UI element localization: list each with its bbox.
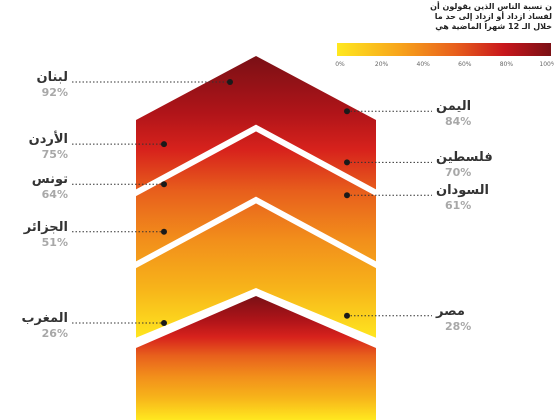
country-value: 26% [41, 327, 68, 340]
chevron-tail [136, 296, 376, 420]
data-point-marker [344, 192, 350, 199]
data-point-marker [161, 228, 167, 235]
country-name: الجزائر [23, 219, 68, 235]
data-point-marker [161, 181, 167, 188]
country-value: 84% [445, 115, 472, 129]
legend-tick-label: 60% [458, 61, 472, 68]
legend-tick-label: 20% [375, 61, 389, 68]
country-value: 61% [445, 199, 472, 213]
country-name: الأردن [28, 132, 68, 148]
country-value: 28% [445, 319, 472, 333]
country-name: تونس [31, 172, 68, 188]
country-name: لبنان [36, 70, 68, 85]
country-name: المغرب [21, 311, 68, 326]
leader-lines [72, 79, 432, 326]
legend-title-line-2: لفساد ازداد أو ازداد إلى حد ما [434, 12, 552, 21]
country-value: 70% [445, 166, 472, 180]
chevron-stack [128, 56, 384, 420]
country-value: 51% [41, 235, 68, 249]
legend-ticks: 0% 20% 40% 60% 80% 100% [335, 61, 554, 68]
legend-tick-label: 80% [500, 61, 514, 68]
legend-title-line-3: خلال الـ 12 شهراً الماضية هي [435, 22, 552, 31]
country-value: 64% [41, 188, 68, 202]
chevron-separator-3 [128, 288, 384, 348]
country-name: اليمن [436, 99, 472, 115]
data-point-marker [161, 320, 167, 326]
country-name: مصر [436, 303, 465, 319]
data-point-marker [161, 141, 167, 148]
legend-tick-label: 40% [417, 61, 431, 68]
data-point-marker [344, 159, 350, 166]
legend-color-scale [337, 43, 551, 56]
chevron-separator-2 [136, 196, 376, 271]
legend-tick-label: 100% [539, 61, 554, 68]
data-point-marker [344, 312, 350, 319]
data-point-marker [344, 108, 350, 115]
country-value: 92% [41, 86, 68, 99]
data-point-marker [227, 79, 233, 85]
country-name: فلسطين [436, 150, 493, 166]
chevron-separator-1 [136, 124, 376, 199]
legend-tick-label: 0% [335, 61, 345, 68]
legend-title: ن نسبة الناس الذين يقولون أن لفساد ازداد… [378, 2, 552, 32]
legend-title-line-1: ن نسبة الناس الذين يقولون أن [430, 2, 552, 11]
country-value: 75% [41, 148, 68, 162]
country-name: السودان [436, 183, 489, 199]
